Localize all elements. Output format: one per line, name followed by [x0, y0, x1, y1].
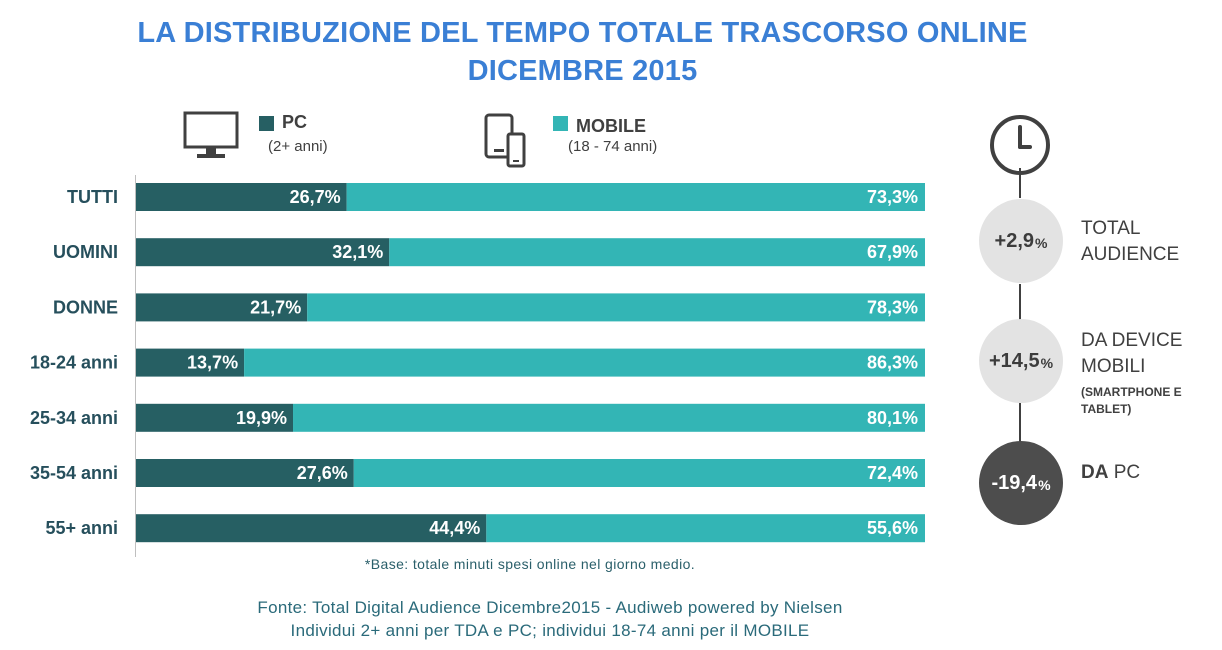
bar-mobile: [486, 514, 925, 543]
change-value: +14,5: [988, 349, 1040, 372]
change-value: -19,4: [991, 471, 1038, 494]
chart-title: LA DISTRIBUZIONE DEL TEMPO TOTALE TRASCO…: [137, 17, 1028, 49]
clock-icon: [990, 115, 1050, 175]
category-label: TUTTI: [67, 187, 118, 207]
bar-pc: [136, 238, 390, 267]
side-label-mobile-detail: (SMARTPHONE E TABLET): [1081, 384, 1182, 418]
percent-sign: %: [1040, 355, 1054, 371]
side-label-rest: PC: [1108, 462, 1141, 483]
change-badge-pc: -19,4%: [979, 441, 1063, 525]
legend-sub-pc: (2+ anni): [268, 138, 328, 155]
side-label-mobile: DA DEVICE MOBILI: [1081, 328, 1182, 380]
source-line-2: Individui 2+ anni per TDA e PC; individu…: [290, 621, 810, 640]
side-label-line: MOBILI: [1081, 356, 1146, 377]
bar-pc: [136, 183, 347, 211]
data-label-mobile: 80,1%: [867, 408, 918, 428]
category-label: UOMINI: [53, 242, 118, 262]
data-label-mobile: 73,3%: [867, 187, 918, 207]
mobile-devices-icon: [484, 113, 526, 168]
bar-pc: [136, 348, 245, 377]
percent-sign: %: [1035, 235, 1048, 251]
legend-label-mobile: MOBILE: [576, 116, 646, 136]
bar-pc: [136, 514, 487, 543]
data-label-mobile: 78,3%: [867, 297, 918, 317]
data-label-mobile: 86,3%: [867, 353, 918, 373]
data-label-pc: 44,4%: [429, 518, 480, 538]
timeline-connector: [1019, 168, 1021, 198]
change-badge-total: +2,9%: [979, 199, 1063, 283]
data-label-mobile: 67,9%: [867, 242, 918, 262]
side-label-pc: DA PC: [1081, 460, 1140, 486]
category-label: DONNE: [53, 297, 118, 317]
legend-swatch-pc: [259, 116, 274, 131]
percent-sign: %: [1038, 477, 1051, 493]
timeline-connector: [1019, 284, 1021, 322]
bar-pc: [136, 293, 308, 322]
data-label-pc: 21,7%: [250, 297, 301, 317]
data-label-mobile: 55,6%: [867, 518, 918, 538]
data-label-pc: 13,7%: [187, 353, 238, 373]
bar-pc: [136, 459, 354, 487]
bar-mobile: [293, 403, 925, 432]
bar-mobile: [346, 183, 926, 211]
data-label-pc: 32,1%: [332, 242, 383, 262]
side-label-line: DA DEVICE: [1081, 330, 1183, 351]
category-label: 35-54 anni: [30, 463, 118, 483]
bar-mobile: [244, 348, 925, 377]
change-value: +2,9: [994, 229, 1035, 252]
data-label-pc: 26,7%: [290, 187, 341, 207]
source-line-1: Fonte: Total Digital Audience Dicembre20…: [257, 598, 843, 617]
side-detail-line: (SMARTPHONE E: [1081, 385, 1182, 399]
data-label-pc: 19,9%: [236, 408, 287, 428]
side-label-total: TOTAL AUDIENCE: [1081, 216, 1179, 268]
data-label-mobile: 72,4%: [867, 463, 918, 483]
category-label: 18-24 anni: [30, 353, 118, 373]
chart-subtitle: DICEMBRE 2015: [467, 55, 698, 87]
side-label-line: AUDIENCE: [1081, 244, 1180, 265]
bar-mobile: [389, 238, 925, 267]
legend-swatch-mobile: [553, 116, 568, 131]
change-badge-mobile: +14,5%: [979, 319, 1063, 403]
legend-label-pc: PC: [282, 112, 308, 132]
data-label-pc: 27,6%: [297, 463, 348, 483]
category-label: 55+ anni: [45, 518, 118, 538]
monitor-icon: [183, 111, 239, 158]
legend-sub-mobile: (18 - 74 anni): [568, 138, 658, 155]
side-label-bold: DA: [1081, 462, 1109, 483]
bar-mobile: [353, 459, 925, 487]
side-detail-line: TABLET): [1081, 402, 1132, 416]
timeline-connector: [1019, 402, 1021, 442]
footnote: *Base: totale minuti spesi online nel gi…: [364, 556, 696, 572]
category-label: 25-34 anni: [30, 408, 118, 428]
bar-mobile: [307, 293, 925, 322]
bar-pc: [136, 403, 294, 432]
side-label-line: TOTAL: [1081, 218, 1141, 239]
